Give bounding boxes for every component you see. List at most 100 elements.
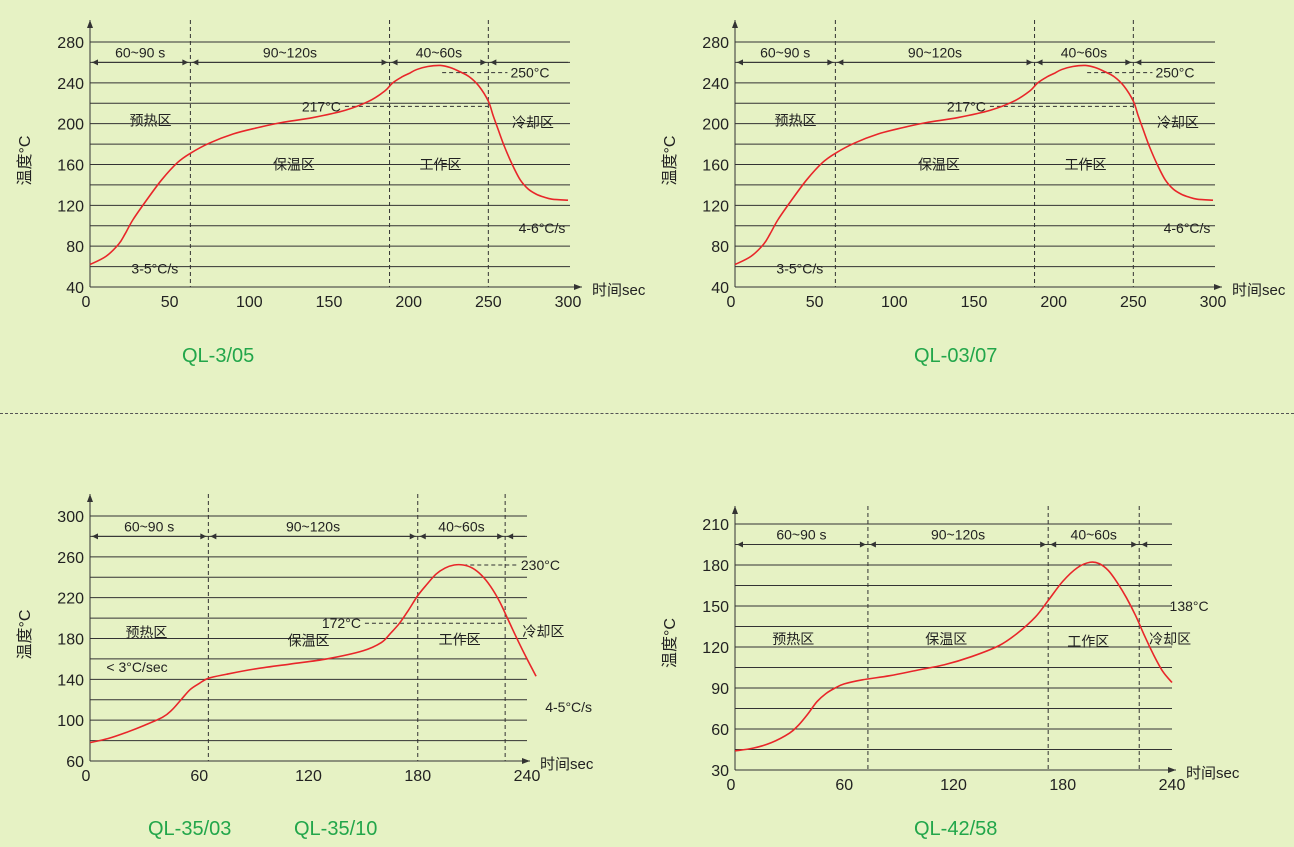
- x-tick-label: 150: [961, 294, 988, 311]
- x-tick-label: 200: [1040, 294, 1067, 311]
- duration-arrow-head: [737, 59, 743, 66]
- x-tick-label: 180: [1049, 777, 1076, 794]
- duration-arrow-head: [837, 59, 844, 66]
- y-tick-label: 240: [57, 76, 84, 93]
- y-tick-label: 120: [702, 198, 729, 215]
- duration-arrow-head: [497, 533, 504, 540]
- x-tick-label: 100: [881, 294, 908, 311]
- y-tick-label: 260: [57, 550, 84, 567]
- y-tick-label: 160: [57, 158, 84, 175]
- duration-arrow-head: [1125, 59, 1132, 66]
- y-tick-label: 80: [66, 239, 84, 256]
- duration-label: 90~120s: [263, 44, 317, 60]
- x-tick-label: 250: [475, 294, 502, 311]
- duration-label: 90~120s: [286, 518, 340, 534]
- duration-arrow-head: [737, 541, 743, 548]
- temperature-curve: [734, 64, 1214, 266]
- y-tick-label: 120: [57, 198, 84, 215]
- duration-label: 40~60s: [416, 44, 462, 60]
- y-tick-label: 200: [57, 117, 84, 134]
- duration-label: 40~60s: [1071, 527, 1117, 543]
- zone-label: 工作区: [1067, 634, 1109, 650]
- zone-label: 预热区: [130, 113, 172, 129]
- duration-arrow-head: [1026, 59, 1033, 66]
- temperature-curve: [734, 561, 1173, 752]
- x-axis-arrow: [1168, 767, 1176, 773]
- temperature-marker-label: 217°C: [302, 98, 341, 114]
- zone-label: 冷却区: [522, 623, 564, 639]
- y-tick-label: 210: [702, 517, 729, 534]
- duration-label: 60~90 s: [776, 527, 826, 543]
- zone-label: 工作区: [439, 632, 481, 648]
- duration-label: 40~60s: [1061, 44, 1107, 60]
- y-tick-label: 150: [702, 599, 729, 616]
- model-label-ql-42-58: QL-42/58: [914, 818, 998, 840]
- model-label-ql-3-05: QL-3/05: [182, 345, 255, 367]
- x-axis-label: 时间sec: [540, 756, 594, 773]
- model-label-ql-35-10: QL-35/10: [294, 818, 378, 840]
- y-axis-label: 温度°C: [16, 136, 34, 186]
- duration-arrow-head: [1135, 59, 1142, 66]
- y-tick-label: 160: [702, 158, 729, 175]
- x-tick-label: 0: [82, 768, 91, 785]
- duration-label: 60~90 s: [760, 44, 810, 60]
- zone-label: 冷却区: [1157, 115, 1199, 131]
- x-axis-arrow: [1214, 284, 1222, 290]
- x-tick-label: 60: [190, 768, 208, 785]
- y-tick-label: 120: [702, 640, 729, 657]
- y-tick-label: 280: [57, 35, 84, 52]
- x-tick-label: 250: [1120, 294, 1147, 311]
- duration-arrow-head: [859, 541, 866, 548]
- duration-arrow-head: [200, 533, 207, 540]
- duration-arrow-head: [391, 59, 398, 66]
- x-tick-label: 60: [835, 777, 853, 794]
- zone-label: 保温区: [273, 157, 315, 173]
- section-divider: [0, 413, 1294, 414]
- x-axis-label: 时间sec: [1186, 765, 1240, 782]
- x-tick-label: 0: [82, 294, 91, 311]
- y-tick-label: 240: [702, 76, 729, 93]
- duration-label: 60~90 s: [115, 44, 165, 60]
- y-tick-label: 220: [57, 591, 84, 608]
- duration-arrow-head: [381, 59, 388, 66]
- zone-label: 工作区: [1065, 157, 1107, 173]
- duration-label: 90~120s: [908, 44, 962, 60]
- y-tick-label: 60: [711, 722, 729, 739]
- x-axis-label: 时间sec: [592, 282, 646, 299]
- y-tick-label: 180: [57, 632, 84, 649]
- rate-label: 4-5°C/s: [545, 699, 592, 715]
- model-label-ql-03-07: QL-03/07: [914, 345, 998, 367]
- temperature-curve: [89, 563, 537, 744]
- x-tick-label: 200: [395, 294, 422, 311]
- temperature-curve: [89, 64, 569, 266]
- y-axis-label: 温度°C: [16, 610, 34, 660]
- duration-arrow-head: [419, 533, 426, 540]
- x-tick-label: 50: [161, 294, 179, 311]
- y-axis-arrow: [87, 494, 93, 502]
- duration-arrow-head: [507, 533, 514, 540]
- x-tick-label: 120: [940, 777, 967, 794]
- x-tick-label: 120: [295, 768, 322, 785]
- x-axis-arrow: [574, 284, 582, 290]
- y-tick-label: 60: [66, 754, 84, 771]
- zone-label: 冷却区: [512, 115, 554, 131]
- rate-label: 4-6°C/s: [519, 220, 566, 236]
- temperature-marker-label: 138°C: [1170, 598, 1209, 614]
- x-tick-label: 0: [727, 777, 736, 794]
- x-tick-label: 50: [806, 294, 824, 311]
- y-tick-label: 300: [57, 509, 84, 526]
- duration-arrow-head: [1040, 541, 1047, 548]
- temperature-marker-label: 250°C: [510, 65, 549, 81]
- zone-label: 预热区: [772, 631, 814, 647]
- zone-label: 工作区: [420, 157, 462, 173]
- rate-label: 3-5°C/s: [131, 261, 178, 277]
- zone-label: 冷却区: [1149, 631, 1191, 647]
- y-tick-label: 30: [711, 763, 729, 780]
- x-tick-label: 240: [514, 768, 541, 785]
- duration-arrow-head: [409, 533, 416, 540]
- x-tick-label: 240: [1159, 777, 1186, 794]
- duration-label: 40~60s: [438, 518, 484, 534]
- duration-arrow-head: [490, 59, 497, 66]
- x-tick-label: 180: [404, 768, 431, 785]
